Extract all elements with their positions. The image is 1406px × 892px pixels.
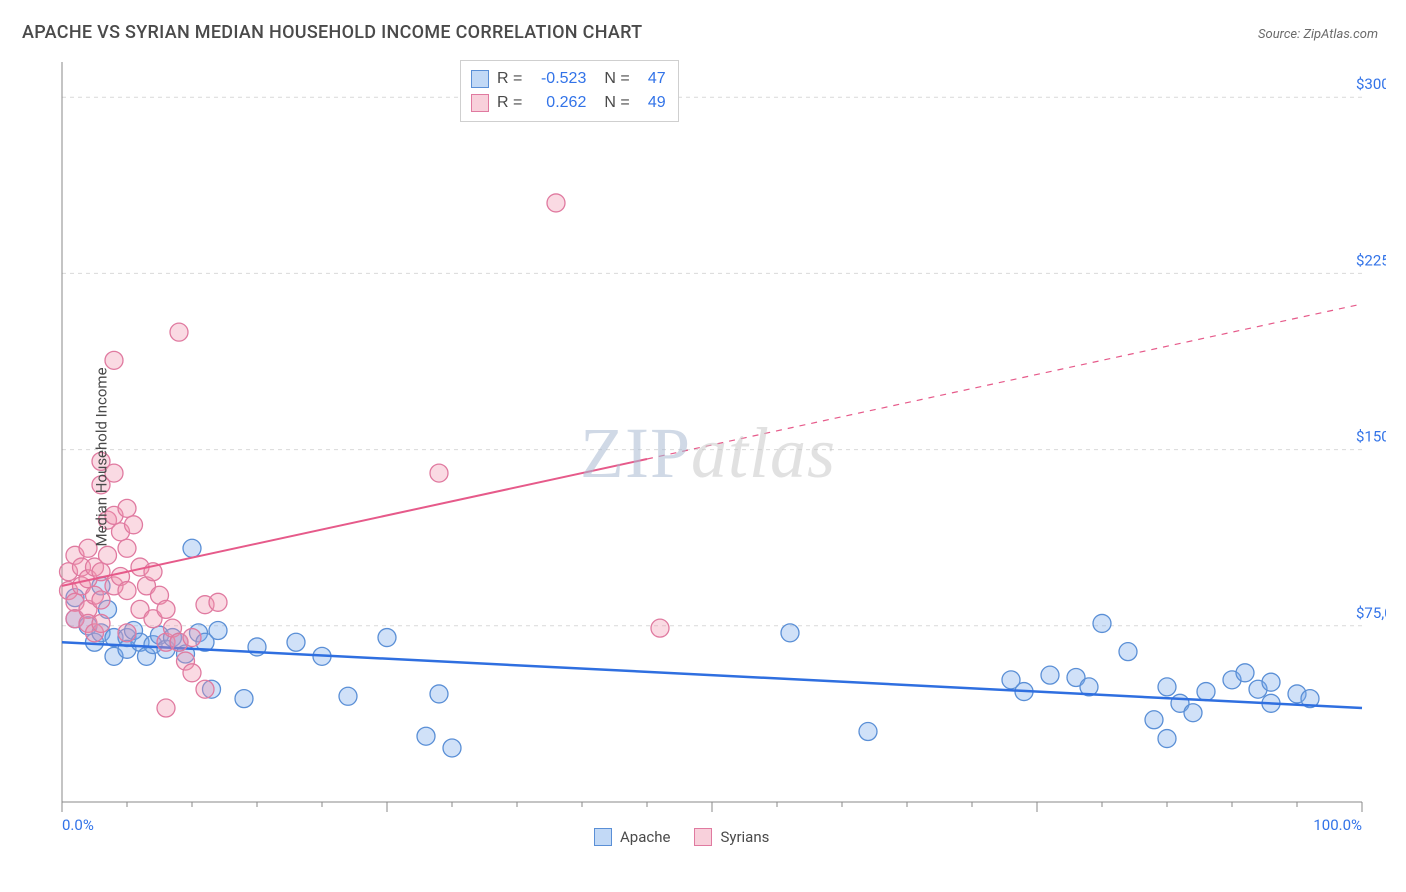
svg-text:0.0%: 0.0% — [62, 816, 94, 834]
legend-r-label: R = — [497, 67, 522, 91]
svg-text:$225,000: $225,000 — [1356, 251, 1386, 269]
legend-row: R = 0.262 N = 49 — [471, 91, 666, 115]
svg-text:$300,000: $300,000 — [1356, 75, 1386, 93]
legend-r-value: 0.262 — [530, 91, 586, 115]
svg-text:$75,000: $75,000 — [1356, 604, 1386, 622]
legend-n-value: 49 — [638, 91, 666, 115]
legend-r-value: -0.523 — [530, 67, 586, 91]
legend-swatch — [594, 828, 612, 846]
svg-text:100.0%: 100.0% — [1313, 816, 1362, 834]
svg-text:$150,000: $150,000 — [1356, 428, 1386, 446]
series-legend: Apache Syrians — [594, 828, 769, 846]
legend-swatch — [694, 828, 712, 846]
source-label: Source: — [1258, 27, 1300, 42]
legend-swatch — [471, 70, 489, 88]
legend-series-label: Syrians — [720, 828, 769, 846]
legend-row: R = -0.523 N = 47 — [471, 67, 666, 91]
series-legend-item: Syrians — [694, 828, 769, 846]
legend-n-label: N = — [604, 67, 629, 91]
legend-swatch — [471, 94, 489, 112]
chart-container: Median Household Income $75,000$150,000$… — [20, 52, 1386, 862]
source-value: ZipAtlas.com — [1303, 27, 1378, 42]
series-legend-item: Apache — [594, 828, 670, 846]
y-axis-label: Median Household Income — [93, 367, 111, 546]
legend-n-value: 47 — [638, 67, 666, 91]
source-attribution: Source: ZipAtlas.com — [1258, 27, 1378, 42]
legend-n-label: N = — [604, 91, 629, 115]
chart-title: APACHE VS SYRIAN MEDIAN HOUSEHOLD INCOME… — [22, 22, 642, 43]
chart-header: APACHE VS SYRIAN MEDIAN HOUSEHOLD INCOME… — [0, 0, 1406, 53]
scatter-chart: $75,000 $150,000 $225,000 $300,000 0.0% 100.0… — [20, 52, 1386, 862]
legend-r-label: R = — [497, 91, 522, 115]
correlation-legend: R = -0.523 N = 47 R = 0.262 N = 49 — [460, 60, 679, 122]
legend-series-label: Apache — [620, 828, 670, 846]
